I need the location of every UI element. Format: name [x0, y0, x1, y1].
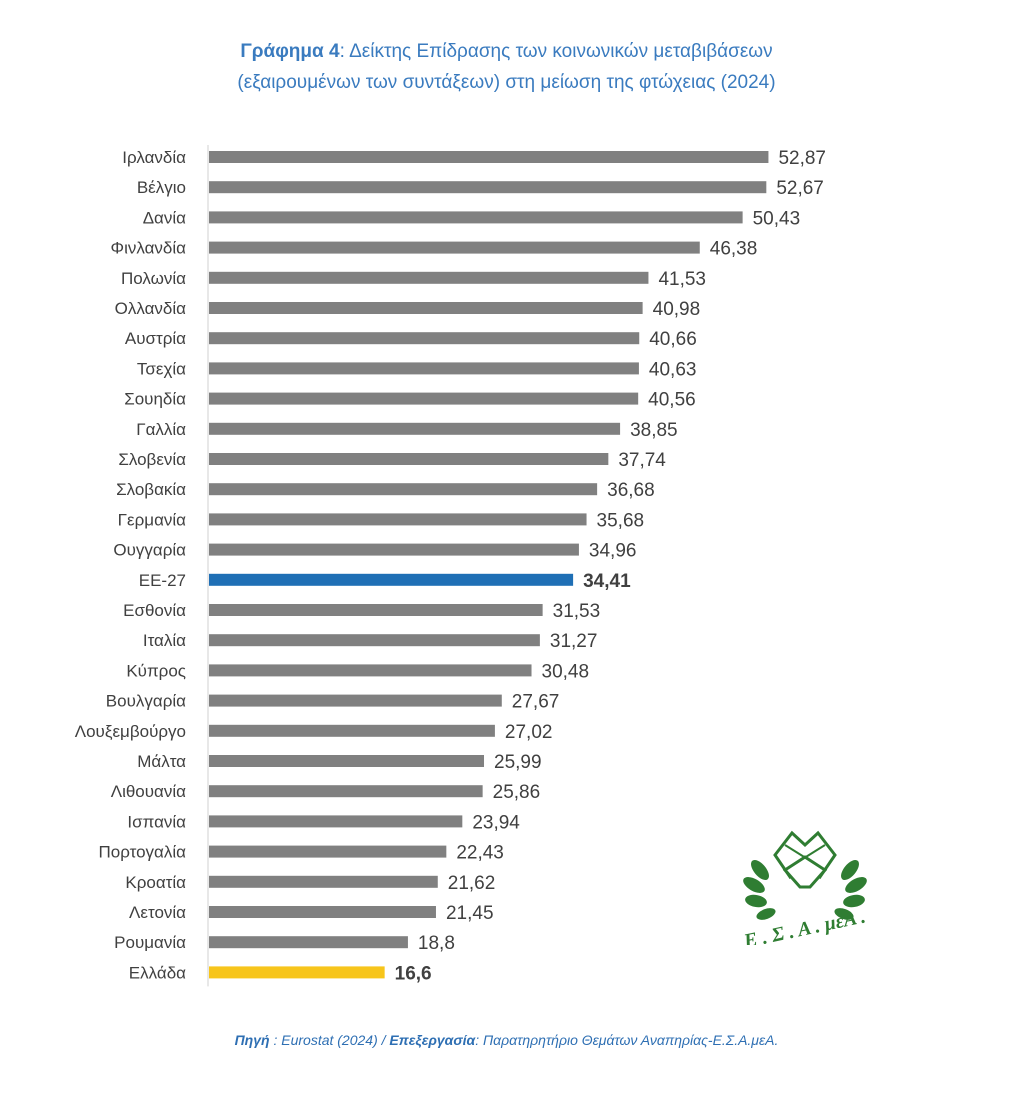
- value-label: 35,68: [597, 510, 645, 531]
- source-note: Πηγή : Eurostat (2024) / Επεξεργασία: Πα…: [0, 1032, 1013, 1048]
- bar: [209, 453, 609, 465]
- value-label: 37,74: [618, 450, 666, 471]
- bar: [209, 604, 543, 616]
- category-label: Δανία: [143, 208, 186, 227]
- category-label: Λετονία: [129, 903, 186, 922]
- bar: [209, 543, 579, 556]
- value-label: 38,85: [630, 420, 678, 441]
- category-label: Τσεχία: [137, 359, 186, 378]
- category-label: Αυστρία: [125, 329, 186, 348]
- category-label: Σλοβακία: [116, 480, 186, 499]
- value-label: 34,96: [589, 541, 637, 562]
- bar: [209, 815, 463, 828]
- bar: [209, 906, 436, 918]
- value-label: 18,8: [418, 933, 455, 954]
- value-label: 27,02: [505, 722, 553, 743]
- bar: [209, 483, 598, 496]
- bar: [209, 513, 587, 526]
- processing-text: : Παρατηρητήριο Θεμάτων Αναπηρίας-Ε.Σ.Α.…: [475, 1032, 779, 1048]
- value-label: 40,63: [649, 359, 697, 380]
- handshake-wreath-icon: Ε . Σ . Α . μεΑ .: [741, 830, 868, 945]
- category-label: Γερμανία: [118, 510, 187, 529]
- value-label: 41,53: [658, 269, 706, 290]
- category-label: Ελλάδα: [129, 963, 186, 982]
- category-label: Σλοβενία: [118, 450, 186, 469]
- category-label: Βέλγιο: [137, 178, 186, 197]
- category-label: Γαλλία: [136, 420, 186, 439]
- category-label: Σουηδία: [124, 390, 186, 409]
- bar: [209, 573, 574, 586]
- value-label: 27,67: [512, 692, 560, 713]
- category-label: Μάλτα: [137, 752, 186, 771]
- category-label: Εσθονία: [123, 601, 186, 620]
- value-label: 36,68: [607, 480, 655, 501]
- value-label: 40,66: [649, 329, 697, 350]
- category-label: Λουξεμβούργο: [75, 722, 186, 741]
- value-label: 16,6: [395, 963, 432, 984]
- chart-title-line2: (εξαιρουμένων των συντάξεων) στη μείωση …: [237, 72, 776, 93]
- bar: [209, 302, 643, 314]
- value-label: 21,62: [448, 873, 496, 894]
- value-label: 21,45: [446, 903, 494, 924]
- source-text: : Eurostat (2024) /: [269, 1032, 390, 1048]
- value-label: 31,53: [553, 601, 601, 622]
- bar: [209, 422, 621, 435]
- logo-text: Ε . Σ . Α . μεΑ .: [741, 905, 868, 945]
- value-label: 52,87: [778, 148, 826, 169]
- bar: [209, 755, 485, 767]
- value-label: 22,43: [456, 843, 504, 864]
- bar: [209, 785, 483, 798]
- bar: [209, 966, 385, 979]
- bar: [209, 875, 438, 888]
- chart-title-bold: Γράφημα 4: [240, 41, 340, 62]
- bar: [209, 392, 639, 405]
- bar: [209, 724, 495, 737]
- bar: [209, 634, 540, 647]
- bar: [209, 845, 447, 858]
- category-label: Λιθουανία: [111, 782, 186, 801]
- category-label: Ρουμανία: [114, 933, 186, 952]
- category-label: Ιταλία: [143, 631, 186, 650]
- bar: [209, 694, 502, 707]
- category-label: Ολλανδία: [115, 299, 187, 318]
- category-label: Κύπρος: [126, 661, 186, 680]
- bar: [209, 211, 743, 224]
- value-label: 50,43: [753, 208, 801, 229]
- category-label: Ισπανία: [127, 812, 186, 831]
- bar: [209, 271, 649, 284]
- bar: [209, 181, 767, 194]
- bar: [209, 936, 408, 949]
- value-label: 23,94: [472, 812, 520, 833]
- value-label: 31,27: [550, 631, 598, 652]
- bar: [209, 241, 700, 254]
- category-label: ΕΕ-27: [139, 571, 186, 590]
- value-label: 30,48: [542, 661, 590, 682]
- value-label: 25,86: [493, 782, 541, 803]
- value-label: 46,38: [710, 239, 758, 260]
- category-label: Κροατία: [125, 873, 186, 892]
- bar: [209, 362, 639, 375]
- chart-title: Γράφημα 4: Δείκτης Επίδρασης των κοινωνι…: [0, 36, 1013, 98]
- value-label: 52,67: [776, 178, 824, 199]
- bar: [209, 151, 769, 163]
- category-label: Ιρλανδία: [122, 148, 186, 167]
- category-label: Βουλγαρία: [106, 692, 186, 711]
- value-label: 34,41: [583, 571, 631, 592]
- value-label: 25,99: [494, 752, 542, 773]
- processing-label: Επεξεργασία: [389, 1032, 476, 1048]
- source-label: Πηγή: [234, 1032, 270, 1048]
- category-label: Ουγγαρία: [113, 541, 186, 560]
- category-label: Πορτογαλία: [98, 843, 186, 862]
- category-label: Φινλανδία: [111, 239, 187, 258]
- bar: [209, 664, 532, 677]
- bar-chart: Ιρλανδία 52,87 Βέλγιο 52,67 Δανία 50,43 Φινλαν…: [75, 145, 826, 987]
- chart-title-line1: : Δείκτης Επίδρασης των κοινωνικών μεταβ…: [339, 41, 773, 62]
- category-label: Πολωνία: [121, 269, 186, 288]
- value-label: 40,98: [653, 299, 701, 320]
- bar: [209, 332, 640, 345]
- value-label: 40,56: [648, 390, 696, 411]
